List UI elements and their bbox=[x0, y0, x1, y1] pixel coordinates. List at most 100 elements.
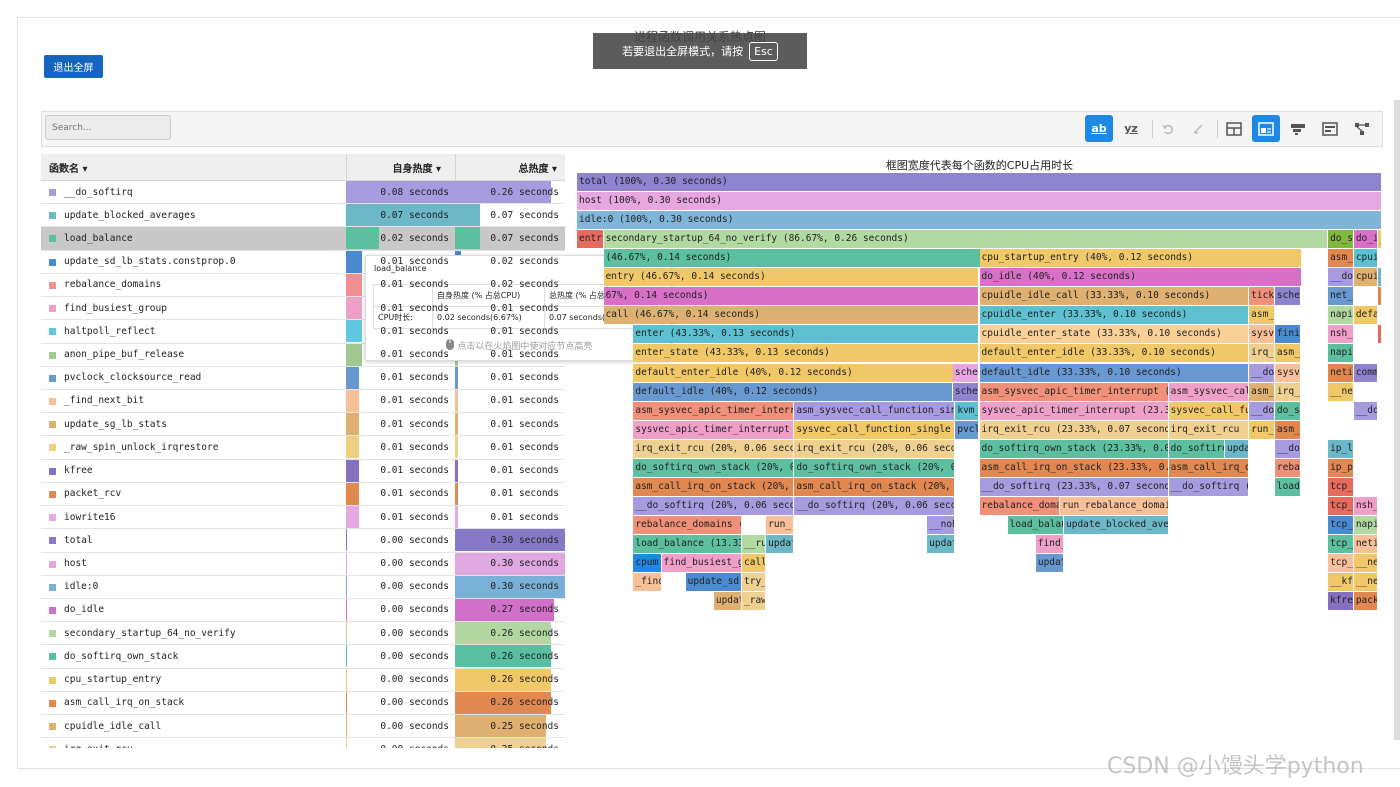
flame-block[interactable]: load_balance (13.33 bbox=[633, 534, 743, 553]
flame-block[interactable]: finis bbox=[1274, 325, 1302, 344]
call-tree-icon[interactable] bbox=[1348, 115, 1376, 142]
flame-block[interactable]: __do_ bbox=[1249, 401, 1275, 420]
table-row[interactable]: load_balance 0.02 seconds 0.07 seconds bbox=[41, 227, 565, 251]
flame-block[interactable]: __do_s bbox=[1249, 363, 1275, 382]
flame-block[interactable]: do_softirq_own bbox=[1168, 439, 1226, 458]
flame-block[interactable]: tcp_ bbox=[1328, 477, 1354, 496]
icicle-icon[interactable] bbox=[1316, 115, 1344, 142]
flame-block[interactable]: irq_exit_rcu (23.33%, 0.07 seconds) bbox=[979, 420, 1169, 439]
flame-block[interactable]: kfree bbox=[1328, 592, 1354, 611]
flame-block[interactable]: ip_lc bbox=[1377, 268, 1382, 287]
flame-block[interactable]: run_rebalance_domai bbox=[1060, 496, 1169, 515]
flame-block[interactable]: ip_pr bbox=[1377, 287, 1382, 306]
flame-block[interactable]: rebalance_domains bbox=[979, 496, 1060, 515]
flame-block[interactable]: kvm_s bbox=[955, 401, 980, 420]
flame-block[interactable]: __do_softirq (20%, 0.06 seconds) bbox=[633, 496, 795, 515]
table-row[interactable]: total 0.00 seconds 0.30 seconds bbox=[41, 529, 565, 553]
flame-block[interactable]: run_ bbox=[766, 515, 795, 534]
flame-block[interactable]: updat bbox=[713, 592, 743, 611]
flame-block[interactable]: sysve bbox=[1249, 325, 1275, 344]
flame-block[interactable]: cpuic bbox=[1353, 249, 1378, 268]
flame-graph-icon[interactable] bbox=[1284, 115, 1312, 142]
flame-block[interactable]: napi bbox=[1353, 515, 1378, 534]
flame-block[interactable]: irq_exit_rcu (20%, 0.06 seconds) bbox=[794, 439, 956, 458]
flame-block[interactable]: tcp_ bbox=[1377, 325, 1382, 344]
flame-block[interactable]: rebal bbox=[1274, 458, 1302, 477]
table-row[interactable]: do_idle 0.00 seconds 0.27 seconds bbox=[41, 598, 565, 623]
flame-block[interactable]: call (46.67%, 0.14 seconds) bbox=[603, 306, 980, 325]
flame-block[interactable]: 67%, 0.14 seconds) bbox=[603, 287, 980, 306]
flame-block[interactable]: updat bbox=[766, 534, 795, 553]
table-row[interactable]: do_softirq_own_stack 0.00 seconds 0.26 sec… bbox=[41, 645, 565, 669]
table-row[interactable]: idle:0 0.00 seconds 0.30 seconds bbox=[41, 575, 565, 599]
flame-block[interactable]: irq_ bbox=[1249, 344, 1275, 363]
table-row[interactable]: irq_exit_rcu 0.00 seconds 0.25 seconds bbox=[41, 738, 565, 748]
flame-block[interactable]: idle:0 (100%, 0.30 seconds) bbox=[577, 211, 1382, 230]
scrollbar[interactable] bbox=[1394, 100, 1400, 740]
flame-block[interactable]: nsh_ bbox=[1328, 325, 1354, 344]
flame-block[interactable]: ip_lc bbox=[1328, 439, 1354, 458]
text-case-button[interactable]: yz bbox=[1117, 115, 1145, 142]
flame-block[interactable]: __do_ bbox=[1274, 439, 1302, 458]
flame-block[interactable]: napi bbox=[1328, 306, 1354, 325]
flame-block[interactable]: asm_sysvec_call bbox=[1168, 382, 1250, 401]
table-row[interactable]: _find_next_bit 0.01 seconds 0.01 seconds bbox=[41, 389, 565, 414]
flame-block[interactable]: irq_exit_rcu (20%, 0.06 seconds) bbox=[633, 439, 795, 458]
flame-block[interactable]: net_ bbox=[1328, 287, 1354, 306]
flame-block[interactable]: __net bbox=[1353, 573, 1378, 592]
flame-block[interactable]: tcp_ bbox=[1328, 515, 1354, 534]
table-row[interactable]: cpu_startup_entry 0.00 seconds 0.26 second… bbox=[41, 668, 565, 692]
flame-block[interactable]: sysvec_apic_timer_interrupt (23.33%) bbox=[979, 401, 1169, 420]
flame-block[interactable]: default_enter_idle (40%, 0.12 seconds) bbox=[633, 363, 980, 382]
column-header-self[interactable]: 自身热度 ▾ bbox=[346, 154, 455, 180]
flame-block[interactable]: load_balance bbox=[1007, 515, 1065, 534]
flame-block[interactable]: irq_c bbox=[1274, 382, 1302, 401]
flame-block[interactable]: update_sd bbox=[685, 573, 743, 592]
flame-block[interactable]: irq_exit_rcu bbox=[1168, 420, 1250, 439]
flame-block[interactable]: sysvec_call_function_single ( bbox=[794, 420, 956, 439]
flame-block[interactable]: sysve bbox=[1274, 363, 1302, 382]
column-header-total[interactable]: 总热度 ▾ bbox=[455, 154, 565, 180]
table-row[interactable]: update_blocked_averages 0.07 seconds 0.07 … bbox=[41, 204, 565, 228]
flame-block[interactable]: tcp_ bbox=[1328, 496, 1354, 515]
flame-block[interactable]: cpu_startup_entry (40%, 0.12 seconds) bbox=[979, 249, 1302, 268]
flame-block[interactable]: __net bbox=[1353, 554, 1378, 572]
table-row[interactable]: __do_softirq 0.08 seconds 0.26 seconds bbox=[41, 181, 565, 205]
exit-fullscreen-button[interactable]: 退出全屏 bbox=[44, 55, 103, 78]
flame-block[interactable]: asm_call_irq_on bbox=[1168, 458, 1250, 477]
flame-block[interactable]: __do_softirq (20%, 0.06 seconds) bbox=[794, 496, 956, 515]
flame-block[interactable]: asm_c bbox=[1328, 249, 1354, 268]
flame-block[interactable]: __do_softirq ( bbox=[1168, 477, 1250, 496]
clear-icon[interactable] bbox=[1184, 115, 1212, 142]
flame-block[interactable]: do_so bbox=[1274, 401, 1302, 420]
flame-block[interactable]: schec bbox=[952, 382, 980, 401]
flame-block[interactable]: entry (46.67%, 0.14 seconds) bbox=[603, 268, 980, 287]
flame-block[interactable]: cpuic bbox=[1353, 268, 1378, 287]
flame-block[interactable]: netif bbox=[1353, 534, 1378, 553]
flame-block[interactable]: enter (43.33%, 0.13 seconds) bbox=[633, 325, 980, 344]
flame-block[interactable]: asm_sysvec_call_function_single bbox=[794, 401, 956, 420]
flame-block[interactable]: default_idle (40%, 0.12 seconds) bbox=[633, 382, 953, 401]
flame-block[interactable]: asm_call_irq_on_stack (20%, 0.06) bbox=[633, 477, 795, 496]
flame-block[interactable]: run_ bbox=[1249, 420, 1275, 439]
flame-block[interactable]: __kfr bbox=[1328, 573, 1354, 592]
flame-block[interactable]: update_blocked_aver bbox=[1064, 515, 1169, 534]
flame-block[interactable]: netif bbox=[1328, 363, 1354, 382]
flame-block[interactable]: asm_call_irq_on_stack (20%, 0.06) bbox=[794, 477, 956, 496]
table-row[interactable]: host 0.00 seconds 0.30 seconds bbox=[41, 552, 565, 576]
flame-block[interactable]: try_ bbox=[742, 573, 767, 592]
column-header-name[interactable]: 函数名 ▾ bbox=[49, 163, 88, 175]
flame-block[interactable]: nsh_ bbox=[1353, 496, 1378, 515]
flame-block[interactable]: defa bbox=[1353, 306, 1378, 325]
flame-block[interactable]: updat bbox=[1225, 439, 1250, 458]
text-wrap-button[interactable]: ab bbox=[1085, 115, 1113, 142]
flame-block[interactable]: asm_s bbox=[1249, 306, 1275, 325]
flame-block[interactable]: do_idle (40%, 0.12 seconds) bbox=[979, 268, 1302, 287]
flame-block[interactable]: do_id bbox=[1353, 230, 1378, 249]
flame-block[interactable]: napi bbox=[1328, 344, 1354, 363]
table-row[interactable]: iowrite16 0.01 seconds 0.01 seconds bbox=[41, 506, 565, 530]
flame-block[interactable]: asm_ bbox=[1274, 420, 1302, 439]
table-row[interactable]: update_sg_lb_stats 0.01 seconds 0.01 secon… bbox=[41, 413, 565, 437]
